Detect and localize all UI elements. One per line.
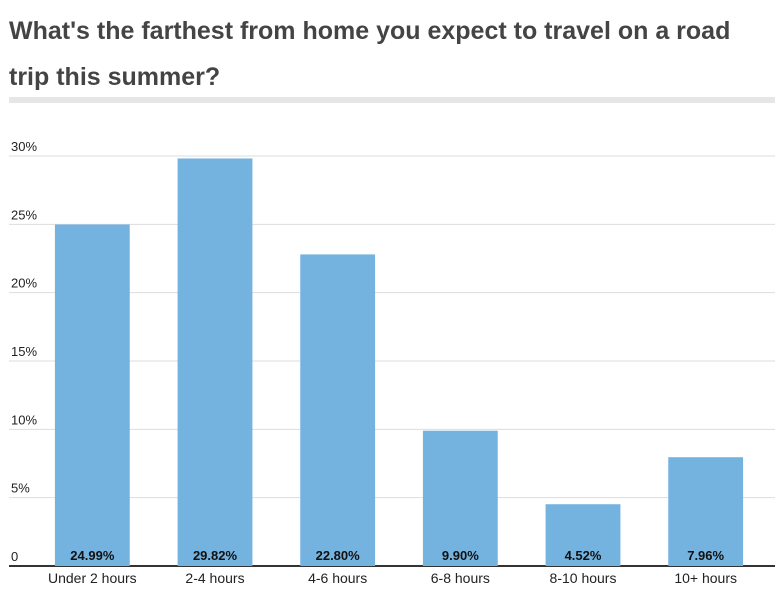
chart-title: What's the farthest from home you expect… [9,17,731,91]
x-category-label: 4-6 hours [308,570,367,586]
y-tick-label: 0 [11,549,18,564]
bar [177,158,253,566]
gridlines [9,155,775,567]
y-tick-label: 15% [11,344,37,359]
x-category-label: 10+ hours [674,570,737,586]
title-divider [9,97,775,103]
data-label: 4.52% [565,548,602,563]
data-label: 9.90% [442,548,479,563]
data-label: 29.82% [193,548,238,563]
y-tick-label: 5% [11,481,30,496]
labels: 0 5% 10% 15% 20% 25% 30% 24.99% Under 2 hours 29.… [11,139,737,586]
data-label: 22.80% [316,548,361,563]
bars [54,158,744,566]
x-category-label: 6-8 hours [431,570,490,586]
data-label: 7.96% [687,548,724,563]
y-tick-label: 30% [11,139,37,154]
bar [54,224,130,566]
x-category-label: 8-10 hours [550,570,617,586]
x-category-label: 2-4 hours [185,570,244,586]
y-tick-label: 10% [11,412,37,427]
x-category-label: Under 2 hours [48,570,137,586]
bar [545,504,621,566]
data-label: 24.99% [70,548,115,563]
bar [422,430,498,566]
bar [300,254,376,566]
bar [668,457,744,566]
y-tick-label: 20% [11,276,37,291]
y-tick-label: 25% [11,207,37,222]
